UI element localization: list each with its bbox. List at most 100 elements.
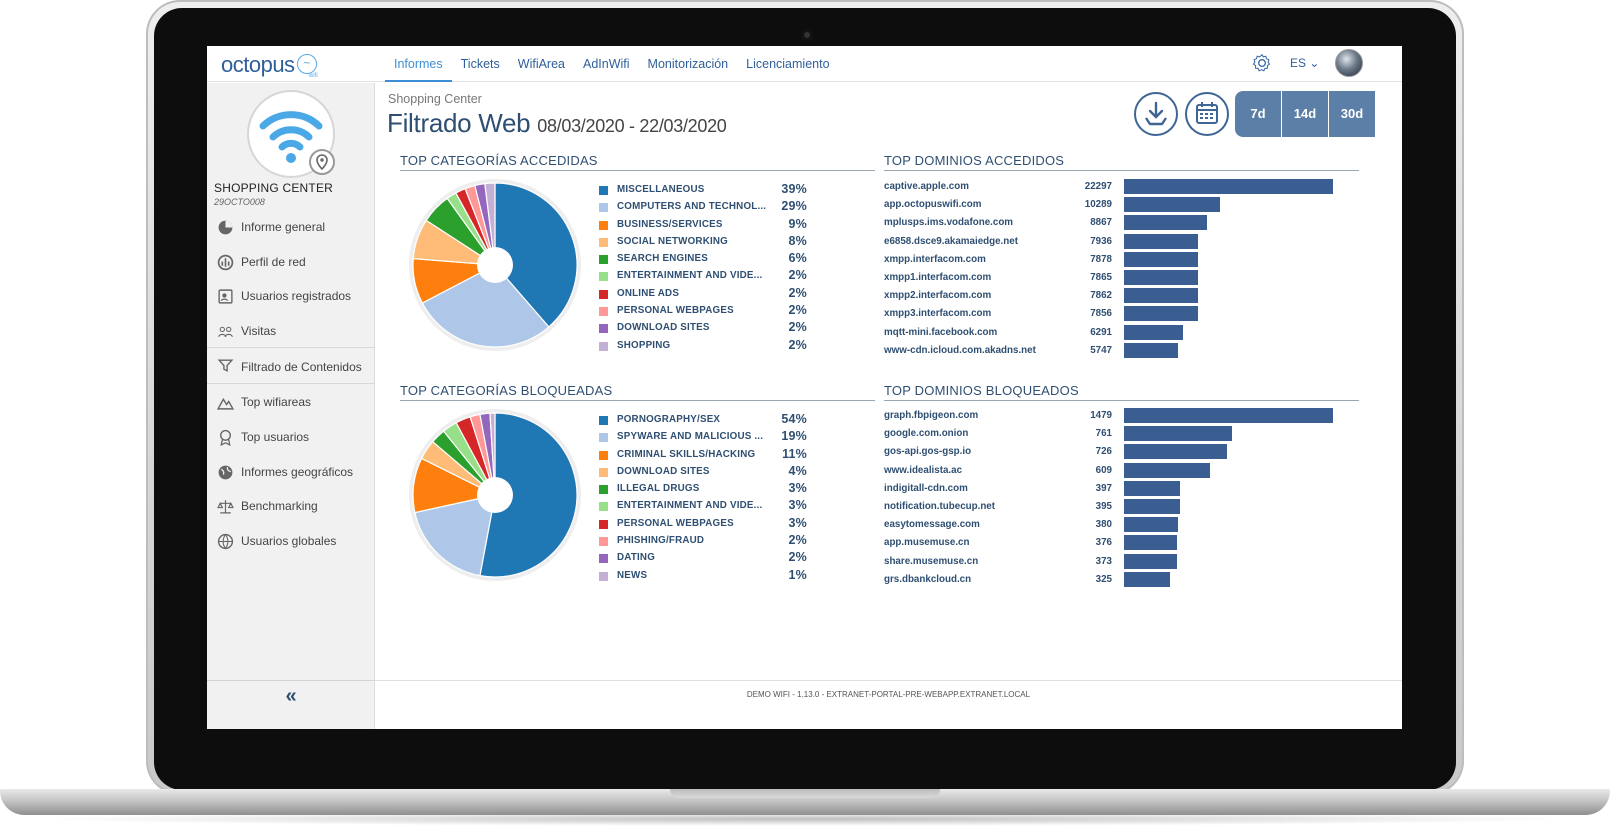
domain-name: grs.dbankcloud.cn: [884, 573, 972, 585]
pie-center-hole: [477, 247, 513, 283]
domain-bar[interactable]: [1124, 480, 1180, 496]
sidebar-item-visitas[interactable]: Visitas: [207, 313, 375, 348]
domain-bar[interactable]: [1124, 251, 1198, 267]
legend-label: DATING: [617, 552, 656, 564]
top-navbar: octopus ~ wifi Informes Tickets WifiArea AdI…: [207, 46, 1402, 82]
sidebar-item-informe-general[interactable]: Informe general: [207, 209, 375, 244]
domain-bar[interactable]: [1124, 462, 1210, 478]
nav-item-monitorizacion[interactable]: Monitorización: [647, 57, 729, 71]
domain-bar[interactable]: [1124, 306, 1198, 322]
legend-swatch: [599, 272, 608, 282]
period-7d-button[interactable]: 7d: [1235, 91, 1281, 137]
nav-item-licenciamiento[interactable]: Licenciamiento: [746, 57, 830, 71]
sidebar-item-perfil-de-red[interactable]: Perfil de red: [207, 244, 375, 279]
domain-bar[interactable]: [1124, 324, 1183, 340]
domain-bar[interactable]: [1124, 426, 1232, 442]
nav-item-wifiarea[interactable]: WifiArea: [517, 57, 565, 71]
sidebar-item-benchmarking[interactable]: Benchmarking: [207, 488, 375, 523]
nav-item-tickets[interactable]: Tickets: [460, 57, 500, 71]
calendar-button[interactable]: [1185, 92, 1229, 136]
domain-count: 761: [1095, 428, 1112, 440]
domain-count: 609: [1095, 464, 1112, 476]
laptop-shadow: [30, 812, 1580, 826]
date-range: 08/03/2020 - 22/03/2020: [537, 116, 727, 136]
domain-bar[interactable]: [1124, 498, 1180, 514]
sidebar-item-label: Usuarios registrados: [241, 289, 352, 304]
globe-icon: [218, 465, 233, 479]
sidebar-item-label: Filtrado de Contenidos: [241, 360, 362, 375]
legend-swatch: [599, 416, 608, 425]
nav-item-informes[interactable]: Informes: [385, 46, 452, 82]
sidebar-item-informes-geograficos[interactable]: Informes geográficos: [207, 454, 375, 489]
pie-center-hole: [477, 477, 513, 513]
legend-label: PERSONAL WEBPAGES: [617, 305, 734, 317]
pie-chart-categories-blocked: [406, 406, 584, 584]
legend-swatch: [599, 255, 608, 265]
pie-slice[interactable]: [489, 412, 496, 496]
domain-bar[interactable]: [1124, 408, 1333, 423]
award-icon: [220, 429, 231, 446]
pie-slice[interactable]: [421, 264, 550, 348]
domain-bar[interactable]: [1124, 553, 1177, 569]
period-14d-button[interactable]: 14d: [1282, 91, 1328, 137]
main-menu: Informes Tickets WifiArea AdInWifi Monitoriz…: [385, 46, 839, 82]
domain-bar[interactable]: [1124, 179, 1333, 194]
location-pin-icon: [309, 149, 335, 175]
domain-bar[interactable]: [1124, 197, 1220, 213]
sidebar-item-label: Visitas: [241, 323, 277, 338]
legend-swatch: [599, 186, 608, 195]
domain-bar[interactable]: [1124, 517, 1178, 533]
sidebar-item-usuarios-registrados[interactable]: Usuarios registrados: [207, 278, 375, 313]
legend-percent: 19%: [781, 429, 807, 444]
domain-count: 7862: [1090, 290, 1112, 302]
domain-count: 373: [1095, 555, 1112, 567]
domain-bar[interactable]: [1124, 571, 1170, 587]
domain-count: 726: [1095, 446, 1112, 458]
sidebar-menu: Informe general Perfil de red Usuarios reg…: [207, 209, 375, 557]
octopus-logo[interactable]: octopus ~: [221, 52, 317, 78]
sidebar-item-top-wifiareas[interactable]: Top wifiareas: [207, 384, 375, 419]
domain-count: 376: [1095, 537, 1112, 549]
legend-label: COMPUTERS AND TECHNOL...: [617, 201, 767, 213]
language-selector[interactable]: ES ⌄: [1290, 56, 1319, 70]
legend-swatch: [599, 220, 608, 230]
domain-bar[interactable]: [1124, 269, 1198, 285]
sidebar-item-filtrado-de-contenidos[interactable]: Filtrado de Contenidos: [207, 347, 375, 385]
pie-slice[interactable]: [484, 182, 496, 266]
user-avatar[interactable]: [1335, 49, 1363, 77]
pie-slice[interactable]: [479, 412, 578, 578]
domain-bar[interactable]: [1124, 215, 1207, 231]
legend-label: ILLEGAL DRUGS: [617, 483, 700, 495]
legend-swatch: [599, 203, 608, 213]
pie-slice[interactable]: [414, 494, 496, 577]
legend-label: SEARCH ENGINES: [617, 253, 708, 265]
sidebar: SHOPPING CENTER 29OCTO008 Informe genera…: [207, 83, 375, 729]
domain-bar[interactable]: [1124, 233, 1198, 249]
legend-percent: 2%: [788, 533, 807, 548]
domain-bar[interactable]: [1124, 444, 1227, 460]
nav-item-adinwifi[interactable]: AdInWifi: [583, 57, 630, 71]
legend-percent: 2%: [788, 550, 807, 565]
collapse-sidebar-button[interactable]: «: [207, 680, 375, 729]
legend-swatch: [599, 519, 608, 529]
download-button[interactable]: [1134, 92, 1178, 136]
section-title-top-domains-accessed: TOP DOMINIOS ACCEDIDOS: [884, 153, 1359, 171]
domain-count: 22297: [1084, 181, 1112, 192]
legend-percent: 2%: [788, 337, 807, 352]
domain-bar[interactable]: [1124, 288, 1198, 304]
period-30d-button[interactable]: 30d: [1329, 91, 1375, 137]
domain-bar[interactable]: [1124, 342, 1178, 358]
sidebar-item-usuarios-globales[interactable]: Usuarios globales: [207, 523, 375, 558]
legend-label: SOCIAL NETWORKING: [617, 235, 728, 247]
page-title-text: Filtrado Web: [387, 108, 531, 138]
legend-percent: 1%: [788, 567, 807, 582]
pie-slice[interactable]: [494, 182, 578, 328]
domain-bar[interactable]: [1124, 535, 1177, 551]
laptop-notch: [670, 789, 940, 798]
legend-label: BUSINESS/SERVICES: [617, 218, 723, 230]
page-title: Filtrado Web 08/03/2020 - 22/03/2020: [387, 108, 727, 139]
sidebar-item-top-usuarios[interactable]: Top usuarios: [207, 419, 375, 454]
domain-name: easytomessage.com: [884, 519, 980, 531]
gear-icon[interactable]: [1252, 53, 1272, 73]
section-title-top-categories-accessed: TOP CATEGORÍAS ACCEDIDAS: [400, 153, 875, 171]
